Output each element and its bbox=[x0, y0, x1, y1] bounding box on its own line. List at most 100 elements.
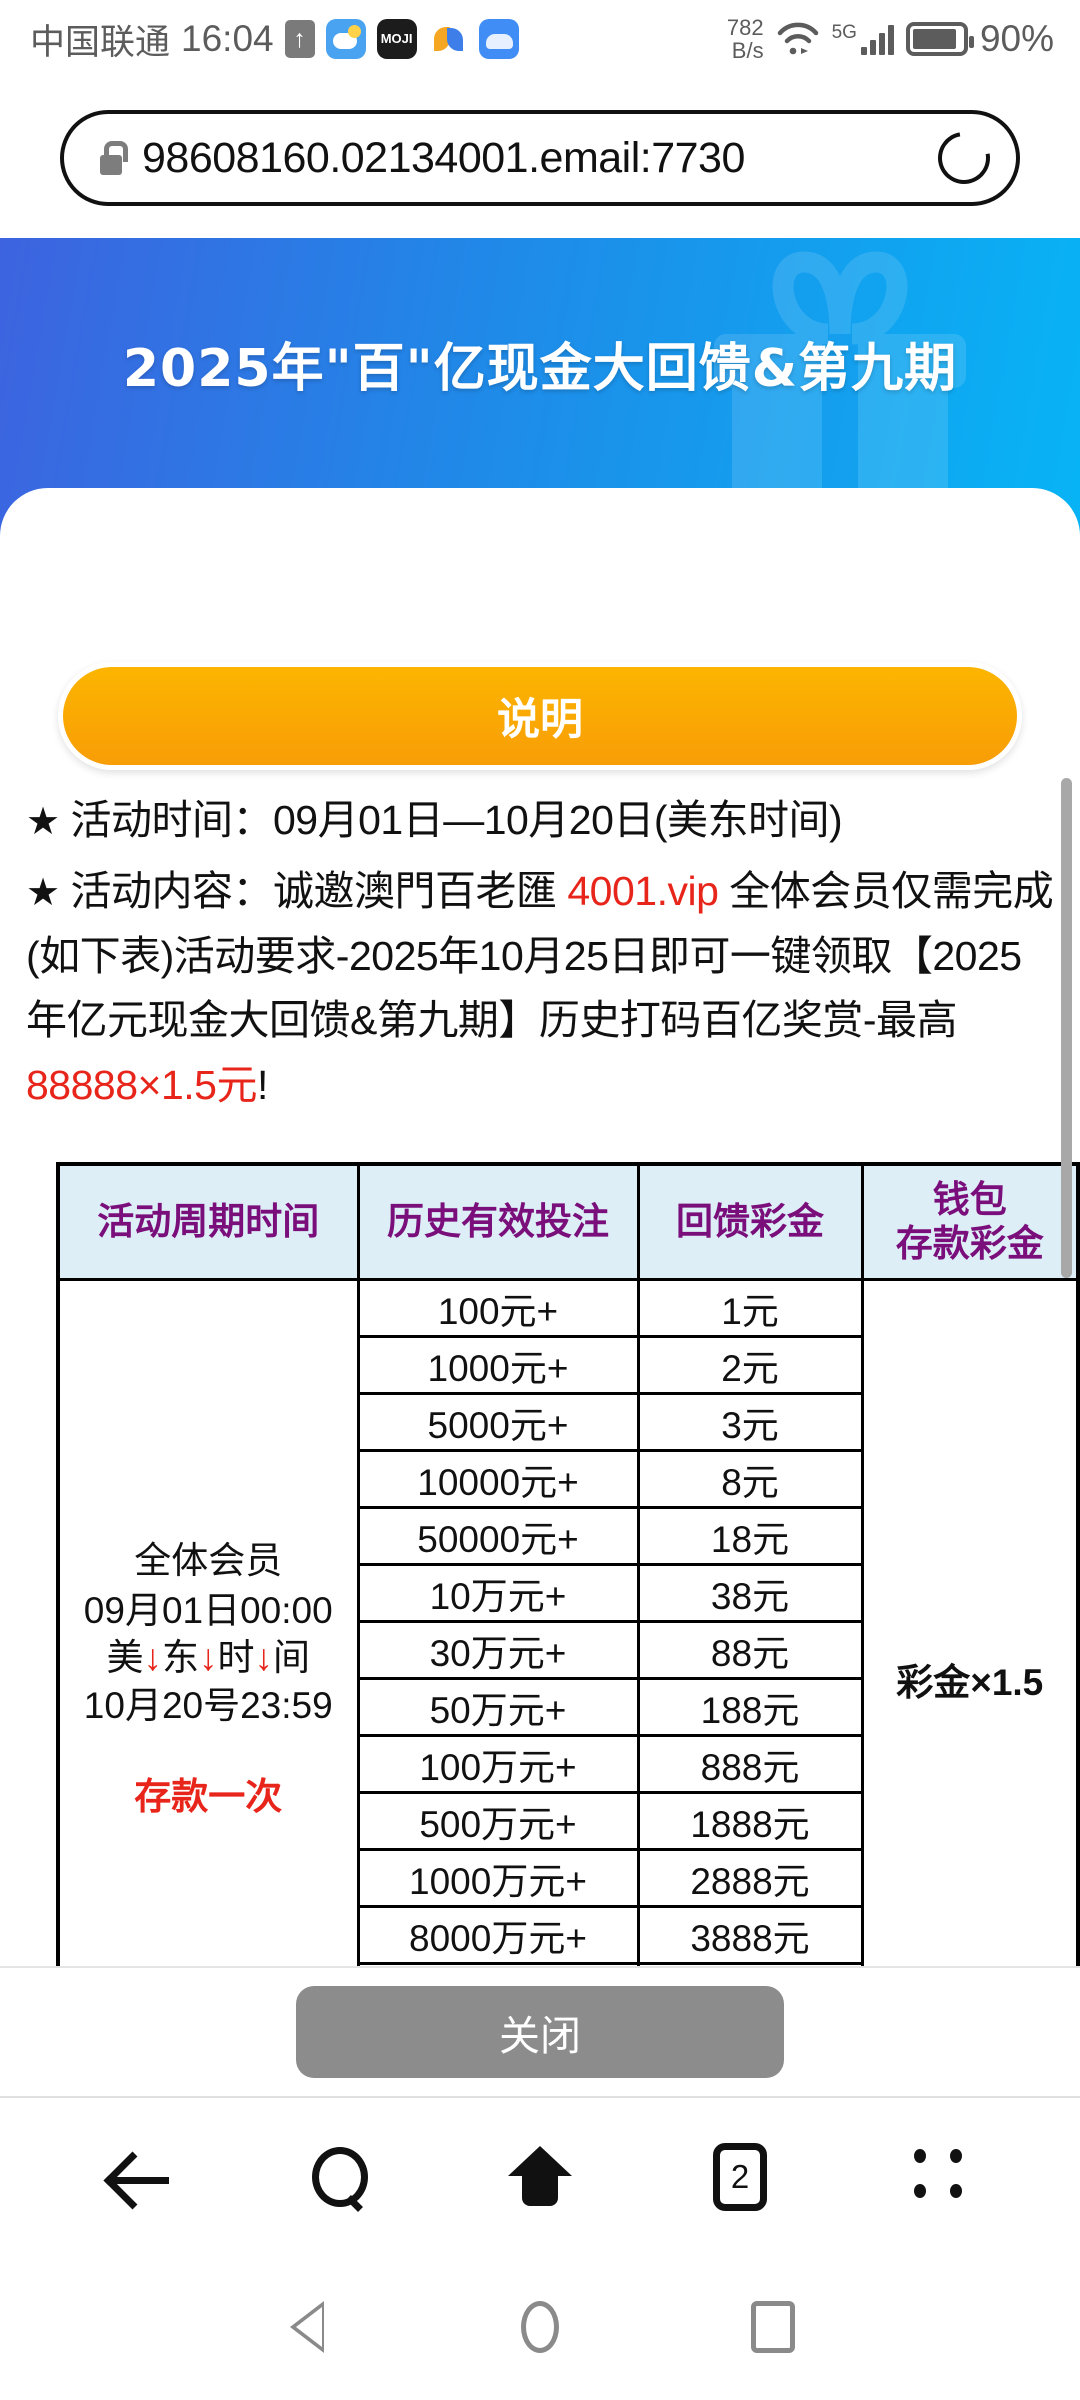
url-bar-container: 98608160.02134001.email:7730 bbox=[0, 78, 1080, 238]
table-row: 1000万元+ 2888元 bbox=[58, 1848, 1078, 1909]
header-period: 活动周期时间 bbox=[56, 1162, 360, 1282]
period-members: 全体会员 bbox=[134, 1540, 283, 1582]
activity-content-label: 活动内容： bbox=[70, 867, 273, 914]
url-text[interactable]: 98608160.02134001.email:7730 bbox=[142, 133, 745, 182]
cell-reward: 188元 bbox=[636, 1677, 864, 1738]
table-row: 10000元+ 8元 bbox=[58, 1449, 1078, 1510]
cell-history-bet: 50000元+ bbox=[356, 1506, 640, 1567]
home-icon bbox=[508, 2146, 572, 2208]
promo-description: ★ 活动时间：09月01日—10月20日(美东时间) ★ 活动内容：诚邀澳門百老… bbox=[26, 788, 1054, 1118]
period-deposit-note: 存款一次 bbox=[134, 1775, 283, 1817]
address-bar[interactable]: 98608160.02134001.email:7730 bbox=[60, 110, 1020, 206]
activity-content-line: ★ 活动内容：诚邀澳門百老匯 4001.vip 全体会员仅需完成(如下表)活动要… bbox=[26, 859, 1054, 1118]
search-icon bbox=[310, 2147, 370, 2207]
page-scrollbar[interactable] bbox=[1061, 778, 1072, 1278]
activity-time-line: ★ 活动时间：09月01日—10月20日(美东时间) bbox=[26, 788, 1054, 853]
cell-reward: 2888元 bbox=[636, 1848, 864, 1909]
period-start: 09月01日00:00 bbox=[83, 1589, 333, 1631]
promo-table-body: 全体会员 09月01日00:00 美↓东↓时↓间 10月20号23:59 存款一次 100… bbox=[56, 1278, 1080, 2080]
cell-history-bet: 100元+ bbox=[356, 1278, 640, 1339]
wifi-icon bbox=[776, 20, 820, 58]
cell-reward: 38元 bbox=[636, 1563, 864, 1624]
android-navigation-bar bbox=[0, 2256, 1080, 2398]
activity-time-label: 活动时间： bbox=[70, 797, 273, 843]
period-timezone: 美↓东↓时↓间 bbox=[106, 1637, 311, 1679]
table-row: 1000元+ 2元 bbox=[58, 1335, 1078, 1396]
bullet-star-icon: ★ bbox=[26, 801, 60, 843]
cell-history-bet: 10000元+ bbox=[356, 1449, 640, 1510]
cell-history-bet: 8000万元+ bbox=[356, 1905, 640, 1966]
more-options-icon bbox=[914, 2149, 966, 2205]
reload-icon[interactable] bbox=[927, 121, 1001, 195]
android-home-button[interactable] bbox=[495, 2282, 585, 2372]
browser-tabs-button[interactable]: 2 bbox=[685, 2122, 795, 2232]
header-history-bet: 历史有效投注 bbox=[356, 1162, 640, 1282]
cell-history-bet: 10万元+ bbox=[356, 1563, 640, 1624]
network-speed-unit: B/s bbox=[731, 38, 764, 63]
promo-table-wrap: 活动周期时间 历史有效投注 回馈彩金 钱包 存款彩金 全体会员 09月01日00:… bbox=[26, 1161, 1080, 2081]
network-type-label: 5G bbox=[831, 21, 857, 43]
cell-reward: 888元 bbox=[636, 1734, 864, 1795]
activity-content-part3: ! bbox=[256, 1062, 268, 1109]
table-row: 8000万元+ 3888元 bbox=[58, 1905, 1078, 1966]
cell-history-bet: 1000万元+ bbox=[356, 1848, 640, 1909]
gift-icon bbox=[714, 251, 966, 514]
cell-wallet-bonus: 彩金×1.5 bbox=[860, 1278, 1080, 2080]
header-reward: 回馈彩金 bbox=[636, 1162, 864, 1282]
status-bar-left: 中国联通 16:04 ↑ MOJI bbox=[30, 14, 519, 65]
lock-icon bbox=[98, 141, 128, 175]
table-row: 50000元+ 18元 bbox=[58, 1506, 1078, 1567]
browser-home-button[interactable] bbox=[485, 2122, 595, 2232]
tabs-count-icon: 2 bbox=[713, 2143, 767, 2211]
cell-reward: 2元 bbox=[636, 1335, 864, 1396]
browser-menu-button[interactable] bbox=[885, 2122, 995, 2232]
cell-activity-period: 全体会员 09月01日00:00 美↓东↓时↓间 10月20号23:59 存款一次 bbox=[56, 1278, 360, 2080]
cell-reward: 1888元 bbox=[636, 1791, 864, 1852]
table-row: 50万元+ 188元 bbox=[58, 1677, 1078, 1738]
cell-reward: 3元 bbox=[636, 1392, 864, 1453]
bullet-star-icon-2: ★ bbox=[26, 871, 60, 914]
header-wallet-line1: 钱包 bbox=[932, 1179, 1007, 1221]
battery-percent-label: 90% bbox=[979, 18, 1054, 59]
battery-icon bbox=[905, 22, 974, 56]
cell-history-bet: 30万元+ bbox=[356, 1620, 640, 1681]
explain-button[interactable]: 说明 bbox=[58, 662, 1022, 770]
android-recents-button[interactable] bbox=[728, 2282, 818, 2372]
table-row: 5000元+ 3元 bbox=[58, 1392, 1078, 1453]
header-wallet-line2: 存款彩金 bbox=[895, 1223, 1044, 1265]
cell-reward: 3888元 bbox=[636, 1905, 864, 1966]
network-speed-value: 782 bbox=[726, 14, 764, 40]
android-back-button[interactable] bbox=[262, 2282, 352, 2372]
back-arrow-icon bbox=[109, 2146, 171, 2208]
promo-table: 活动周期时间 历史有效投注 回馈彩金 钱包 存款彩金 全体会员 09月01日00:… bbox=[56, 1161, 1080, 2081]
activity-content-part2: 全体会员仅需完成(如下表)活动要求-2025年10月25日即可一键领取【2025… bbox=[26, 867, 1054, 1044]
cell-history-bet: 1000元+ bbox=[356, 1335, 640, 1396]
activity-time-value: 09月01日—10月20日(美东时间) bbox=[272, 797, 843, 843]
browser-search-button[interactable] bbox=[285, 2122, 395, 2232]
table-row: 全体会员 09月01日00:00 美↓东↓时↓间 10月20号23:59 存款一次 100… bbox=[56, 1278, 1080, 2080]
carrier-label: 中国联通 bbox=[30, 22, 171, 63]
browser-navigation-bar: 2 bbox=[0, 2096, 1080, 2256]
header-wallet: 钱包 存款彩金 bbox=[860, 1162, 1080, 1282]
table-row: 30万元+ 88元 bbox=[58, 1620, 1078, 1681]
browser-back-button[interactable] bbox=[85, 2122, 195, 2232]
page-title: 2025年"百"亿现金大回馈&第九期 bbox=[122, 339, 958, 399]
cell-reward: 88元 bbox=[636, 1620, 864, 1681]
status-bar-right: 782 B/s 5G 90% bbox=[727, 16, 1054, 62]
close-button[interactable]: 关闭 bbox=[296, 1986, 784, 2078]
cell-reward: 18元 bbox=[636, 1506, 864, 1567]
flower-app-icon bbox=[427, 19, 468, 59]
signal-bars-icon bbox=[860, 23, 894, 55]
table-row: 100万元+ 888元 bbox=[58, 1734, 1078, 1795]
promo-table-head: 活动周期时间 历史有效投注 回馈彩金 钱包 存款彩金 bbox=[56, 1162, 1080, 1282]
cell-history-bet: 5000元+ bbox=[356, 1392, 640, 1453]
status-bar: 中国联通 16:04 ↑ MOJI 782 B/s 5G 90% bbox=[0, 0, 1080, 78]
clock-label: 16:04 bbox=[181, 18, 274, 59]
close-button-bar: 关闭 bbox=[0, 1966, 1080, 2096]
cell-reward: 1元 bbox=[636, 1278, 864, 1339]
android-recents-icon bbox=[751, 2301, 796, 2353]
table-row: 10万元+ 38元 bbox=[58, 1563, 1078, 1624]
cloud-app-icon bbox=[478, 19, 519, 59]
network-speed: 782 B/s bbox=[727, 16, 764, 62]
cell-history-bet: 100万元+ bbox=[356, 1734, 640, 1795]
